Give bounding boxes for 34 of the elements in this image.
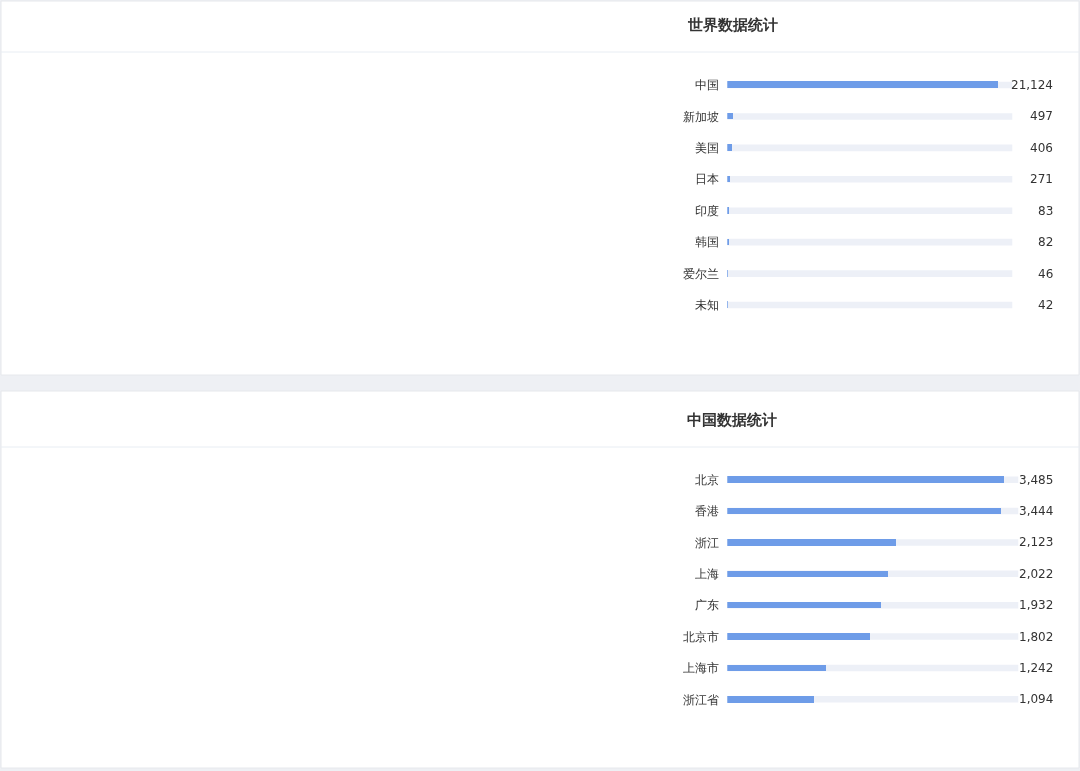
data-label: 21,124 — [1011, 78, 1053, 92]
y-tick-label: 韩国 — [695, 235, 720, 250]
data-label: 82 — [1038, 235, 1054, 249]
y-tick-label: 香港 — [695, 504, 720, 519]
data-label: 406 — [1030, 141, 1053, 155]
data-label: 497 — [1030, 109, 1053, 123]
data-label: 1,802 — [1019, 630, 1054, 644]
y-tick-label: 北京市 — [683, 629, 720, 644]
y-tick-label: 浙江 — [695, 535, 720, 550]
data-label: 3,485 — [1019, 473, 1054, 487]
data-label: 83 — [1038, 204, 1054, 218]
y-tick-label: 未知 — [695, 298, 720, 313]
chart-title: 世界数据统计 — [687, 16, 778, 34]
data-label: 1,242 — [1019, 661, 1054, 675]
y-tick-label: 上海 — [695, 567, 720, 582]
data-label: 1,094 — [1019, 692, 1054, 706]
y-tick-label: 印度 — [695, 203, 720, 218]
data-label: 42 — [1038, 298, 1054, 312]
y-tick-label: 日本 — [695, 172, 720, 187]
chart-title: 中国数据统计 — [687, 411, 777, 429]
data-label: 3,444 — [1019, 504, 1054, 518]
data-label: 271 — [1030, 172, 1053, 186]
y-tick-label: 爱尔兰 — [683, 266, 720, 281]
data-label: 1,932 — [1019, 598, 1054, 612]
y-tick-label: 上海市 — [683, 661, 720, 676]
data-label: 46 — [1038, 267, 1054, 281]
y-tick-label: 北京 — [695, 472, 720, 487]
y-tick-label: 浙江省 — [683, 692, 720, 707]
y-tick-label: 广东 — [695, 598, 720, 613]
y-tick-label: 中国 — [695, 78, 720, 93]
data-label: 2,022 — [1019, 567, 1054, 581]
y-tick-label: 新加坡 — [683, 109, 720, 124]
data-label: 2,123 — [1019, 535, 1054, 549]
y-tick-label: 美国 — [695, 141, 720, 156]
